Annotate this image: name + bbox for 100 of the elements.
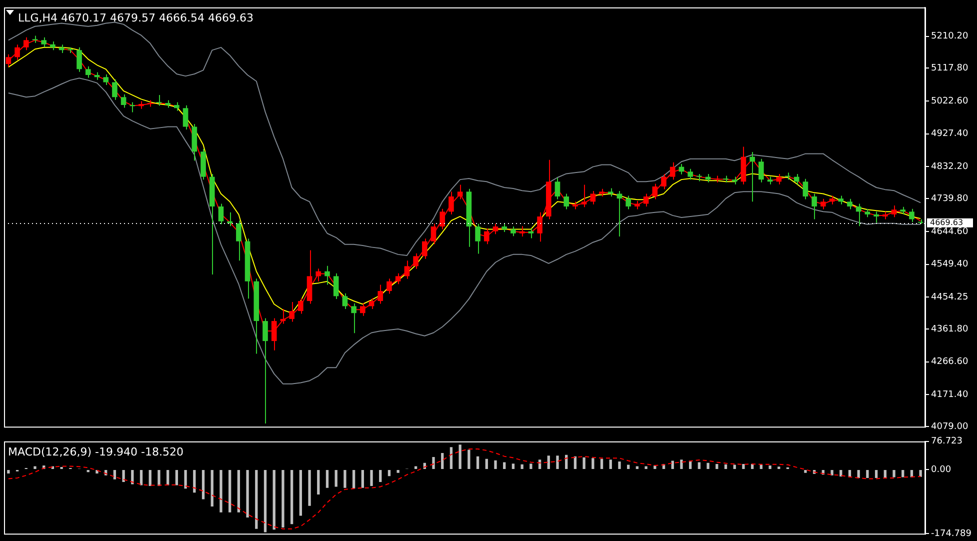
candlestick [360,302,366,316]
candlestick [802,178,808,200]
bar [556,456,559,470]
candlestick [475,223,480,254]
candlestick [688,168,693,180]
candlestick [333,272,339,300]
candlestick [519,226,525,237]
candlestick [812,193,817,220]
bar [592,458,594,470]
candlestick [103,74,108,86]
bar [282,470,284,528]
candlestick [85,66,91,78]
candlestick [616,190,622,237]
bar [884,470,886,478]
candlestick [652,183,658,200]
candlestick [537,212,542,242]
candlestick [590,190,596,205]
bar [680,460,683,470]
bar [246,470,249,518]
candlestick [847,198,852,210]
bar [388,470,391,476]
candlestick [262,318,268,424]
bar [175,470,178,486]
bar [716,464,718,470]
candlestick [32,35,38,44]
bar [414,466,418,470]
bar [485,458,488,470]
candlestick [324,265,330,286]
y-tick-label: 4361.80 [931,324,968,334]
bar [742,464,745,470]
bar [193,470,196,493]
bar [255,470,258,529]
bar [272,470,276,530]
candlestick [227,212,232,227]
candlestick [413,252,418,270]
candlestick [626,195,631,210]
bar [724,464,728,470]
y-tick-label: 4739.80 [931,194,968,204]
bar [671,460,674,470]
bar [264,470,267,532]
bar [202,470,205,500]
candlestick [182,104,188,130]
candlestick [351,302,356,334]
bar [361,470,364,488]
candlestick [156,94,162,106]
bar [582,457,586,470]
bar [698,462,701,470]
bar [476,456,480,470]
candlestick [670,162,676,180]
bar [618,461,621,470]
y-tick-label: 76.723 [931,436,962,447]
candlestick [448,191,454,215]
bar [370,470,373,486]
bar [220,470,222,512]
candlestick [492,223,498,235]
bar [866,470,869,478]
bar [778,466,780,470]
bar [503,462,506,470]
bar [530,464,532,470]
bar [7,470,10,474]
bar [494,460,497,470]
candlestick [76,46,82,72]
y-tick-label: 4171.40 [931,390,968,400]
y-tick-label: 4454.25 [931,292,968,302]
candlestick [758,158,764,183]
bar [768,465,772,470]
bar [512,464,515,470]
bar [830,470,834,476]
candlestick [856,203,862,227]
candlestick [457,184,463,200]
candlestick [909,208,914,223]
candlestick [643,193,649,207]
bar [919,470,922,477]
candlestick [776,174,782,185]
y-tick-label: 4079.00 [931,422,968,432]
candlestick [342,292,348,310]
bar [379,470,382,482]
chart-title: LLG,H4 4670.17 4679.57 4666.54 4669.63 [18,11,254,24]
y-tick-label: 0.00 [931,464,952,475]
candlestick [298,298,304,314]
candlestick [147,100,153,108]
y-tick-label: 4549.40 [931,260,968,270]
bar [902,470,904,478]
candlestick [484,228,490,245]
bar [396,470,400,473]
bar [458,444,462,470]
bar [60,466,63,470]
bar [148,470,152,486]
candlestick [404,260,410,280]
candlestick [368,298,374,310]
y-tick-label: 4644.60 [931,226,968,237]
chart-title: MACD(12,26,9) -19.940 -18.520 [8,445,184,458]
bar [326,470,329,488]
ref-line-label: 4669.63 [930,218,964,227]
candlestick [891,204,897,218]
bar [857,470,860,478]
y-tick-label: -174.789 [931,528,972,539]
bar [34,466,36,470]
bar [308,470,311,506]
candlestick [510,226,516,237]
